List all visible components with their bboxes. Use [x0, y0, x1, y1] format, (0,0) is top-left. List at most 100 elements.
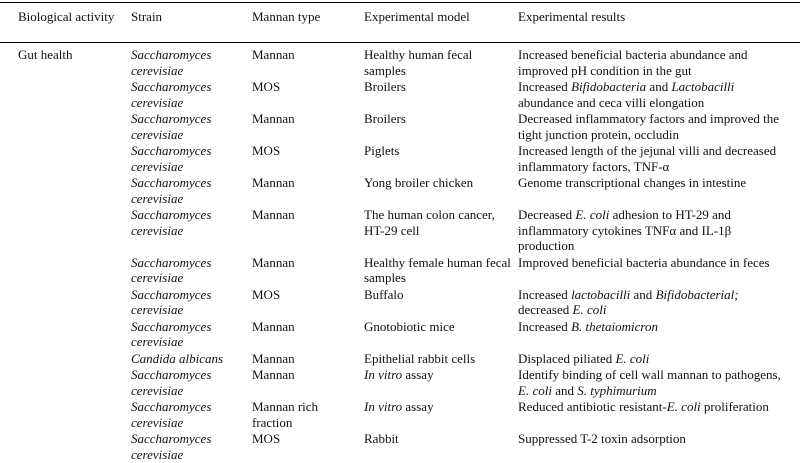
cell-text: proliferation: [700, 399, 769, 414]
table-cell: [18, 143, 131, 175]
cell-text: E. coli: [615, 350, 650, 366]
cell-text: Increased: [518, 79, 572, 94]
table-cell: Genome transcriptional changes in intest…: [518, 175, 747, 190]
table-cell: [18, 399, 131, 431]
cell-text: Lactobacilli: [671, 79, 735, 94]
table-row: Saccharomyces cerevisiae MOS Buffalo Increa…: [18, 287, 793, 319]
table-cell: Mannan: [252, 111, 295, 126]
cell-text: E. coli: [575, 207, 610, 222]
table-cell: Mannan: [252, 175, 295, 190]
table-cell: [18, 207, 131, 255]
table-cell: Mannan: [252, 318, 295, 334]
table-header: Biological activity Strain Mannan type Expe…: [18, 9, 793, 26]
header-cell: Experimental model: [364, 9, 470, 24]
header-cell: Strain: [131, 9, 163, 24]
table-cell: Identify binding of cell wall mannan to …: [518, 367, 793, 399]
table-cell: [18, 351, 131, 368]
cell-text: assay: [402, 367, 434, 382]
table-cell: [18, 431, 131, 463]
table-cell: Saccharomyces cerevisiae: [131, 143, 212, 174]
header-cell: Biological activity: [18, 9, 115, 24]
table-cell: MOS: [252, 79, 281, 94]
table-body: Gut health Saccharomyces cerevisiae Mannan…: [18, 47, 793, 463]
table-cell: [18, 79, 131, 111]
cell-text: Identify binding of cell wall mannan to …: [518, 367, 781, 382]
table-cell: Increased length of the jejunal villi an…: [518, 143, 777, 174]
table-cell: [18, 175, 131, 207]
table-row: Saccharomyces cerevisiae Mannan Yong broil…: [18, 175, 793, 207]
table-cell: Reduced antibiotic resistant-E. coli pro…: [518, 399, 793, 431]
cell-text: assay: [402, 399, 434, 414]
cell-text: Increased: [518, 318, 572, 334]
table-cell: Increased lactobacilli and Bifidobacteri…: [518, 287, 793, 319]
cell-text: Decreased: [518, 207, 576, 222]
table-cell: In vitro assay: [364, 367, 518, 399]
table-cell: Improved beneficial bacteria abundance i…: [518, 254, 770, 270]
table-cell: [18, 111, 131, 143]
table-row: Gut health Saccharomyces cerevisiae Mannan…: [18, 47, 793, 79]
table-cell: Saccharomyces cerevisiae: [131, 318, 212, 350]
cell-text: adhesion to HT-29 and inflammatory cytok…: [518, 207, 732, 253]
table-cell: Saccharomyces cerevisiae: [131, 399, 212, 430]
cell-text: E. coli: [666, 399, 701, 414]
cell-text: Bifidobacterial;: [655, 286, 739, 302]
table-cell: [18, 319, 131, 351]
table-cell: Gut health: [18, 47, 73, 62]
table-cell: Mannan rich fraction: [252, 399, 319, 430]
table-cell: [18, 287, 131, 319]
cell-text: E. coli: [572, 302, 607, 317]
table-cell: Saccharomyces cerevisiae: [131, 207, 212, 238]
header-row: Biological activity Strain Mannan type Expe…: [18, 9, 793, 26]
cell-text: abundance and ceca villi elongation: [518, 94, 705, 110]
header-cell: Experimental results: [518, 9, 626, 24]
table-cell: In vitro assay: [364, 399, 518, 431]
table-cell: Saccharomyces cerevisiae: [131, 254, 212, 286]
table-cell: Saccharomyces cerevisiae: [131, 175, 212, 206]
table-cell: Healthy human fecal samples: [364, 47, 473, 78]
top-rule: [0, 2, 800, 3]
table-row: Saccharomyces cerevisiae Mannan rich frac…: [18, 399, 793, 431]
table-cell: Saccharomyces cerevisiae: [131, 79, 212, 110]
table-row: Saccharomyces cerevisiae Mannan Gnotobioti…: [18, 319, 793, 351]
table-cell: The human colon cancer, HT-29 cell: [364, 207, 495, 238]
table-cell: [18, 255, 131, 287]
cell-text: Displaced piliated: [518, 350, 616, 366]
table-cell: Broilers: [364, 111, 406, 126]
table-cell: Saccharomyces cerevisiae: [131, 47, 212, 78]
cell-text: In vitro: [364, 399, 403, 414]
table-row: Saccharomyces cerevisiae Mannan The human …: [18, 207, 793, 255]
cell-text: Reduced antibiotic resistant-: [518, 399, 667, 414]
table-cell: Increased Bifidobacteria and Lactobacill…: [518, 79, 793, 111]
table-cell: Mannan: [252, 254, 295, 270]
table-cell: Saccharomyces cerevisiae: [131, 431, 212, 462]
header-cell: Mannan type: [252, 9, 321, 24]
table-cell: Piglets: [364, 143, 400, 158]
cell-text: Bifidobacteria: [571, 79, 647, 94]
cell-text: In vitro: [364, 367, 403, 382]
header-rule: [0, 42, 800, 43]
table-cell: Increased beneficial bacteria abundance …: [518, 47, 748, 78]
table-cell: Saccharomyces cerevisiae: [131, 111, 212, 142]
table-cell: Decreased E. coli adhesion to HT-29 and …: [518, 207, 793, 255]
table-row: Saccharomyces cerevisiae Mannan In vitro a…: [18, 367, 793, 399]
table-row: Saccharomyces cerevisiae MOS Broilers Incre…: [18, 79, 793, 111]
table-cell: Mannan: [252, 350, 295, 366]
cell-text: B. thetaiomicron: [571, 318, 658, 334]
table-cell: Decreased inflammatory factors and impro…: [518, 111, 779, 142]
table-row: Saccharomyces cerevisiae Mannan Healthy fe…: [18, 255, 793, 287]
table-row: Saccharomyces cerevisiae MOS Piglets Increa…: [18, 143, 793, 175]
cell-text: and: [646, 79, 672, 94]
table-cell: Mannan: [252, 207, 295, 222]
cell-text: lactobacilli: [571, 286, 631, 302]
table-cell: Yong broiler chicken: [364, 175, 474, 190]
table-cell: Saccharomyces cerevisiae: [131, 286, 212, 318]
table-row: Candida albicans Mannan Epithelial rabbit …: [18, 351, 793, 368]
table-cell: MOS: [252, 143, 281, 158]
table-row: Saccharomyces cerevisiae MOS Rabbit Suppres…: [18, 431, 793, 463]
table-cell: Rabbit: [364, 431, 399, 446]
table-cell: Increased B. thetaiomicron: [518, 319, 793, 351]
cell-text: S. typhimurium: [577, 382, 657, 398]
table-cell: Epithelial rabbit cells: [364, 350, 476, 366]
cell-text: decreased: [518, 302, 573, 317]
